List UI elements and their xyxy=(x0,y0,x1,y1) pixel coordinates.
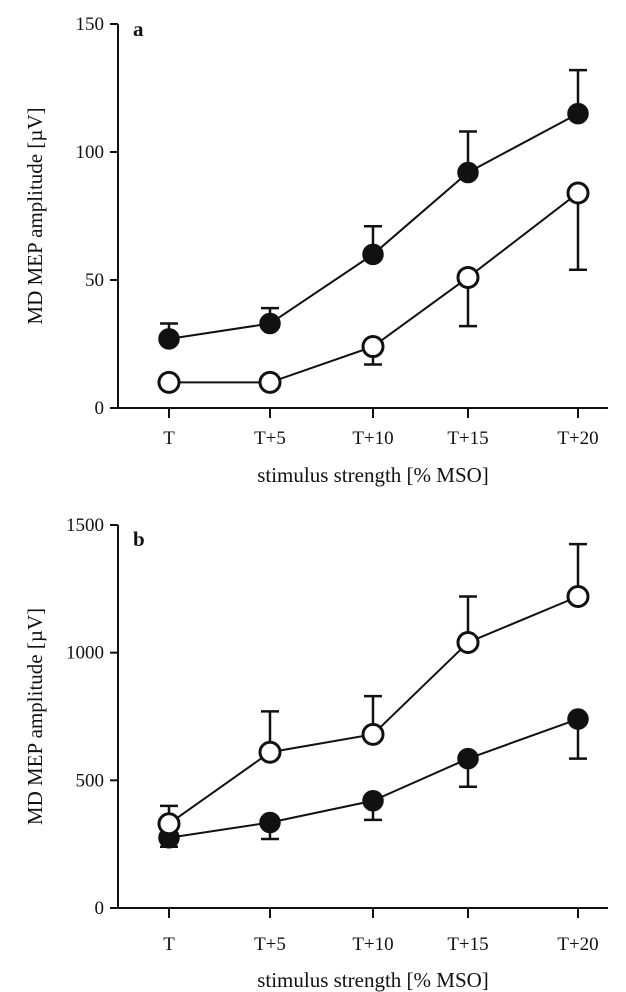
y-tick-label: 0 xyxy=(95,898,105,919)
open-point xyxy=(361,335,385,359)
filled-point xyxy=(567,708,589,730)
filled-point xyxy=(457,747,479,770)
filled-point xyxy=(567,102,589,125)
y-tick-label: 1000 xyxy=(66,643,104,664)
open-point xyxy=(258,370,282,394)
x-axis-title: stimulus strength [% MSO] xyxy=(257,968,489,992)
x-tick-label: T+5 xyxy=(254,934,286,955)
x-tick-label: T+15 xyxy=(447,428,488,449)
open-point xyxy=(157,370,181,394)
x-tick-label: T xyxy=(163,428,175,449)
open-point xyxy=(157,812,181,836)
panel-letter: b xyxy=(133,527,145,551)
filled-point xyxy=(457,161,479,184)
filled-point xyxy=(362,243,384,266)
x-tick-label: T+15 xyxy=(447,934,488,955)
panel-a: 0 50 100 150 T T+5 T+10 T+15 T+20 stimulus streng… xyxy=(23,14,608,487)
x-tick-label: T xyxy=(163,934,175,955)
y-axis-title: MD MEP amplitude [µV] xyxy=(23,107,47,324)
open-point xyxy=(456,630,480,654)
x-tick-label: T+10 xyxy=(352,428,393,449)
x-tick-label: T+20 xyxy=(557,934,598,955)
y-tick-label: 150 xyxy=(76,14,105,35)
y-tick-label: 100 xyxy=(76,142,105,163)
y-tick-label: 1500 xyxy=(66,515,104,536)
filled-point xyxy=(158,328,180,350)
y-tick-label: 500 xyxy=(76,770,105,791)
filled-point xyxy=(259,312,281,335)
y-axis-title: MD MEP amplitude [µV] xyxy=(23,608,47,825)
filled-point xyxy=(362,790,384,812)
filled-point xyxy=(259,811,281,834)
open-point xyxy=(566,181,590,205)
x-axis-title: stimulus strength [% MSO] xyxy=(257,463,489,487)
open-point xyxy=(456,265,480,289)
y-tick-label: 0 xyxy=(95,398,105,419)
open-point xyxy=(361,722,385,746)
panel-b: 0 500 1000 1500 T T+5 T+10 T+15 T+20 stimulus str… xyxy=(23,515,608,992)
panel-letter: a xyxy=(133,17,144,41)
open-point xyxy=(566,584,590,608)
x-tick-label: T+5 xyxy=(254,428,286,449)
y-tick-label: 50 xyxy=(85,270,104,291)
x-tick-label: T+20 xyxy=(557,428,598,449)
open-point xyxy=(258,740,282,764)
x-tick-label: T+10 xyxy=(352,934,393,955)
